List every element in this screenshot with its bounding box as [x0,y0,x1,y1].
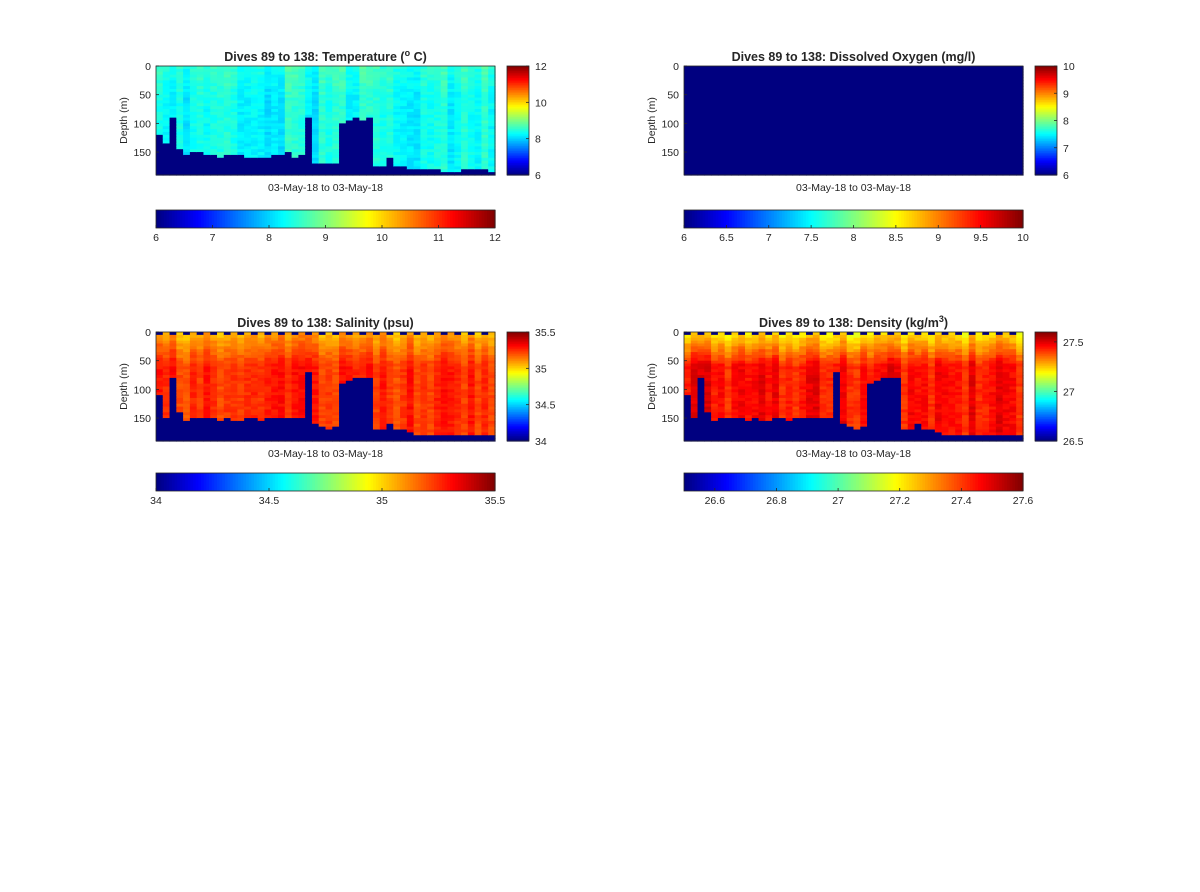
colorbar-tick-label: 10 [1017,232,1029,244]
y-tick-label: 100 [133,118,151,130]
colorbar-tick-label: 10 [1063,61,1075,73]
colorbar-tick-label: 11 [433,232,444,244]
y-tick-label: 50 [667,90,679,102]
colorbar-tick-label: 8.5 [889,232,904,244]
colorbar-tick-label: 8 [851,232,857,244]
y-tick-label: 150 [133,147,151,159]
colorbar-vertical: 6 7 8 9 10 [1035,61,1075,182]
colorbar-tick-label: 7 [1063,143,1069,155]
heatmap-cells [684,66,1024,176]
colorbar-tick-label: 7 [210,232,216,244]
colorbar-tick-label: 6 [153,232,159,244]
chart-title: Dives 89 to 138: Dissolved Oxygen (mg/l) [732,50,976,64]
y-tick-label: 100 [661,118,679,130]
colorbar-tick-label: 10 [535,97,547,109]
y-axis-label: Depth (m) [646,97,658,144]
colorbar-tick-label: 12 [535,61,547,73]
heatmap-cells [156,66,496,176]
colorbar-tick-label: 7 [766,232,772,244]
chart-title: Dives 89 to 138: Temperature (o C) [224,48,427,64]
colorbar-tick-label: 6 [681,232,687,244]
colorbar-vertical: 6 8 10 12 [507,61,547,182]
x-axis-label: 03-May-18 to 03-May-18 [268,182,383,194]
colorbar-tick-label: 10 [376,232,388,244]
x-axis-label: 03-May-18 to 03-May-18 [796,182,911,194]
y-axis-label: Depth (m) [118,97,130,144]
colorbar-horizontal: 6 7 8 9 10 11 12 [153,210,501,244]
colorbar-tick-label: 8 [1063,116,1069,128]
title-text-end: C) [410,50,427,64]
heatmap-cells [156,332,496,442]
y-tick-label: 0 [673,61,679,73]
colorbar-tick-label: 7.5 [804,232,819,244]
y-tick-label: 150 [661,147,679,159]
colorbar-tick-label: 6 [535,170,541,182]
colorbar-tick-label: 9.5 [973,232,988,244]
colorbar-tick-label: 9 [935,232,941,244]
colorbar-tick-label: 8 [266,232,272,244]
y-tick-label: 50 [139,90,151,102]
colorbar-tick-label: 6.5 [719,232,734,244]
colorbar-tick-label: 8 [535,134,541,146]
colorbar-tick-label: 12 [489,232,501,244]
title-text: Dives 89 to 138: Temperature ( [224,50,405,64]
colorbar-tick-label: 9 [323,232,329,244]
y-tick-label: 0 [145,61,151,73]
colorbar-tick-label: 9 [1063,88,1069,100]
colorbar-horizontal: 6 6.5 7 7.5 8 8.5 9 9.5 10 [681,210,1029,244]
colorbar-tick-label: 6 [1063,170,1069,182]
